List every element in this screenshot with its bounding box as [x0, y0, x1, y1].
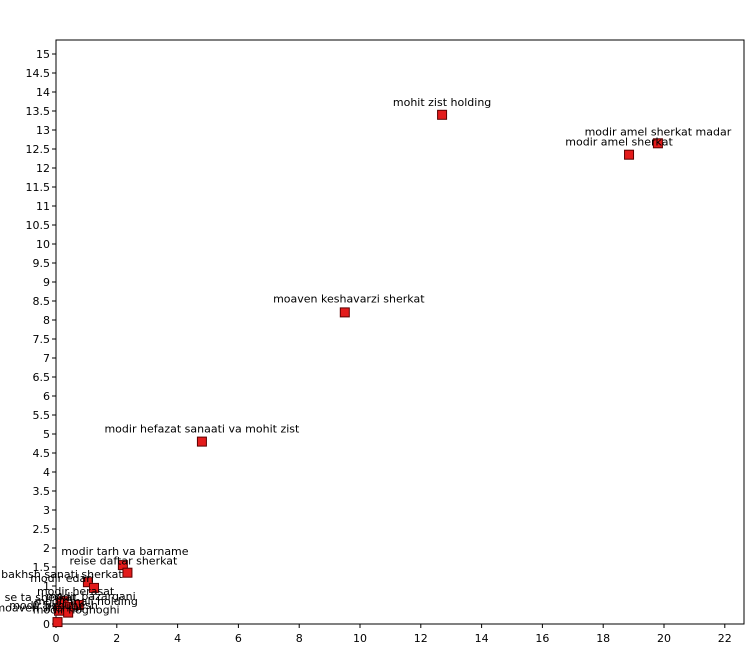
- data-point-label: modir tarh va barname: [61, 545, 189, 558]
- x-axis-ticks: 0 2 4 6 8 10 12 14 16 18 20 22: [53, 624, 732, 645]
- y-tick-label: 7.5: [33, 333, 51, 346]
- data-point-label: modir amel sherkat: [565, 136, 673, 149]
- data-point: [339, 307, 350, 318]
- y-tick-label: 2: [43, 542, 50, 555]
- data-point: [89, 582, 99, 593]
- x-tick-label: 16: [535, 632, 549, 645]
- x-tick-label: 12: [414, 632, 428, 645]
- y-tick-label: 1.5: [33, 561, 51, 574]
- data-point-label: moaven sherkat: [0, 602, 84, 615]
- y-tick-label: 7: [43, 352, 50, 365]
- y-tick-label: 3.5: [33, 485, 51, 498]
- y-tick-label: 8: [43, 314, 50, 327]
- x-tick-label: 2: [113, 632, 120, 645]
- y-tick-label: 11.5: [26, 181, 51, 194]
- data-point-label: modir edari: [30, 572, 94, 585]
- y-tick-label: 0.5: [33, 599, 51, 612]
- y-tick-label: 15: [36, 48, 50, 61]
- data-point: [82, 577, 93, 588]
- x-tick-label: 0: [53, 632, 60, 645]
- y-tick-label: 9.5: [33, 257, 51, 270]
- data-point-label: reise daftar sherkat: [70, 555, 178, 568]
- y-tick-label: 14.5: [26, 67, 51, 80]
- y-tick-label: 8.5: [33, 295, 51, 308]
- data-point-label: modir hoghoghi: [33, 604, 120, 617]
- x-tick-label: 22: [718, 632, 732, 645]
- y-tick-label: 4.5: [33, 447, 51, 460]
- data-point-label: se ta sherkat: [5, 591, 77, 604]
- y-tick-label: 12.5: [26, 143, 51, 156]
- data-point-label: modir pzhuhesh: [9, 599, 98, 612]
- y-axis-ticks: 00.511.522.533.544.555.566.577.588.599.5…: [26, 48, 56, 631]
- x-tick-label: 6: [235, 632, 242, 645]
- x-tick-label: 14: [475, 632, 489, 645]
- data-point: [73, 600, 84, 610]
- x-tick-label: 4: [174, 632, 181, 645]
- y-tick-label: 5: [43, 428, 50, 441]
- y-tick-label: 13.5: [26, 105, 51, 118]
- x-tick-label: 8: [296, 632, 303, 645]
- y-tick-label: 14: [36, 86, 50, 99]
- x-tick-label: 10: [353, 632, 367, 645]
- data-point-label: moaven keshavarzi sherkat: [273, 292, 425, 305]
- y-tick-label: 6.5: [33, 371, 51, 384]
- y-tick-label: 12: [36, 162, 50, 175]
- y-tick-label: 10.5: [26, 219, 51, 232]
- data-labels: mohit zist holding modir amel sherkat mad…: [0, 96, 732, 617]
- plot-frame: [55, 39, 745, 625]
- data-point: [122, 567, 133, 578]
- y-tick-label: 5.5: [33, 409, 51, 422]
- y-tick-label: 0: [43, 618, 50, 631]
- data-point-label: modir amel sherkat madar: [585, 125, 732, 138]
- data-point-label: modir herasat: [37, 585, 115, 598]
- data-point: [196, 436, 207, 447]
- y-tick-label: 4: [43, 466, 50, 479]
- y-tick-label: 9: [43, 276, 50, 289]
- x-tick-label: 18: [596, 632, 610, 645]
- data-point-label: modir bazargani: [46, 590, 136, 603]
- y-tick-label: 11: [36, 200, 50, 213]
- data-points: [52, 109, 663, 628]
- data-point-label: mohit zist holding: [393, 96, 491, 109]
- y-tick-label: 10: [36, 238, 50, 251]
- y-tick-label: 2.5: [33, 523, 51, 536]
- data-point: [63, 607, 74, 618]
- data-point-label: moaven bakhsh sanati sherkat: [0, 568, 123, 581]
- data-point: [652, 138, 663, 149]
- x-tick-label: 20: [657, 632, 671, 645]
- y-tick-label: 1: [43, 580, 50, 593]
- y-tick-label: 13: [36, 124, 50, 137]
- data-point: [52, 617, 63, 628]
- y-tick-label: 3: [43, 504, 50, 517]
- data-point-label: modir hefazat sanaati va mohit zist: [104, 423, 300, 436]
- y-tick-label: 6: [43, 390, 50, 403]
- data-point-label: modir mali holding: [34, 595, 137, 608]
- data-point: [437, 109, 448, 120]
- data-point: [624, 149, 635, 160]
